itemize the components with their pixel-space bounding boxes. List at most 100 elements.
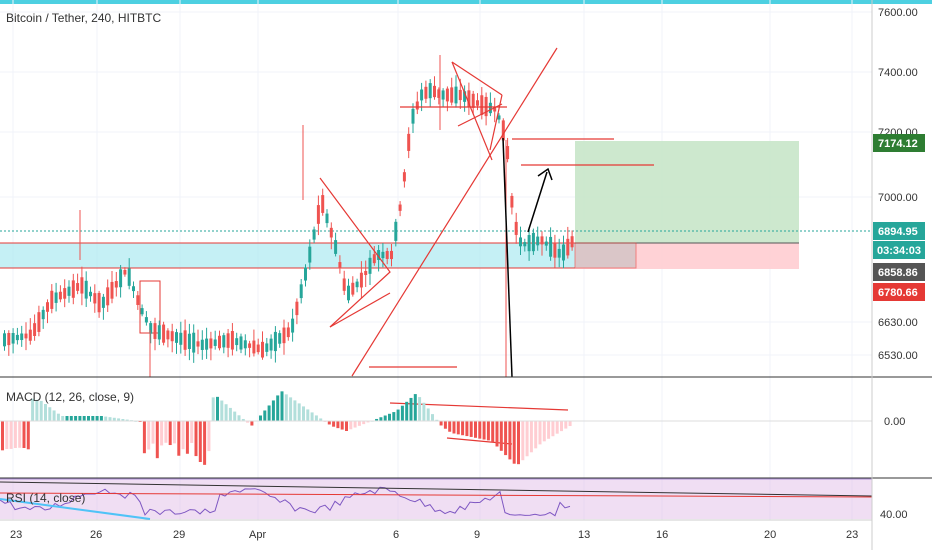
macd-bar-63 <box>271 400 275 421</box>
candle-body-28 <box>123 269 127 275</box>
candle-body-35 <box>153 323 157 339</box>
time-label-3: Apr <box>249 529 266 541</box>
candle-body-93 <box>402 172 406 182</box>
macd-bar-128 <box>551 421 555 437</box>
candle-body-40 <box>175 332 178 343</box>
time-axis[interactable]: 23 26 29 Apr 6 9 13 16 20 23 <box>10 529 858 541</box>
arrow-shaft <box>527 171 548 233</box>
symbol-title[interactable]: Bitcoin / Tether, 240, HITBTC <box>6 11 162 25</box>
macd-bar-1 <box>5 421 9 450</box>
rsi-trend-cyan <box>0 498 151 520</box>
candle-body-81 <box>351 282 355 295</box>
candle-body-85 <box>368 257 372 274</box>
candle-body-91 <box>394 221 398 241</box>
candle-body-5 <box>24 333 28 339</box>
candle-body-20 <box>89 291 92 297</box>
candle-body-56 <box>243 340 247 349</box>
pennant-upper <box>451 61 503 96</box>
time-label-4: 6 <box>393 529 399 541</box>
macd-bar-105 <box>452 421 456 434</box>
macd-bar-79 <box>340 421 344 430</box>
top-accent-bar <box>0 0 932 4</box>
macd-bar-36 <box>155 421 159 459</box>
macd-bar-20 <box>87 416 90 421</box>
pennant-right <box>489 94 503 151</box>
rsi-axis-tick: 40.00 <box>880 509 908 521</box>
macd-bar-126 <box>542 421 546 442</box>
macd-bar-22 <box>95 416 99 421</box>
macd-bar-97 <box>418 397 422 421</box>
rsi-label[interactable]: RSI (14, close) <box>6 491 85 505</box>
candle-body-12 <box>54 292 58 303</box>
candle-body-86 <box>372 254 376 264</box>
macd-bar-111 <box>478 421 482 439</box>
candle-body-110 <box>476 100 479 106</box>
rsi-trend-dark <box>0 481 873 497</box>
candle-body-7 <box>33 323 37 336</box>
candle-body-39 <box>170 331 174 342</box>
macd-bar-12 <box>52 410 56 421</box>
macd-bar-28 <box>121 418 125 421</box>
candle-body-69 <box>299 284 303 299</box>
macd-bar-51 <box>220 400 224 421</box>
candle-body-94 <box>407 133 411 151</box>
macd-bar-61 <box>263 410 267 421</box>
stop-price-label: 6780.66 <box>878 287 918 299</box>
macd-bar-94 <box>405 401 409 421</box>
candle-body-55 <box>239 336 243 350</box>
time-label-9: 23 <box>846 529 858 541</box>
macd-bar-132 <box>568 421 572 427</box>
candle-body-32 <box>140 308 144 315</box>
macd-bar-78 <box>336 421 340 429</box>
rsi-band <box>0 479 872 519</box>
macd-bar-103 <box>443 421 447 429</box>
candle-body-4 <box>20 333 24 341</box>
candle-body-82 <box>355 281 359 288</box>
macd-bar-120 <box>517 421 520 465</box>
candle-body-128 <box>553 242 557 258</box>
candle-body-24 <box>106 287 110 306</box>
time-label-1: 26 <box>90 529 102 541</box>
candle-body-52 <box>226 333 230 348</box>
price-labels: 7174.12 6894.95 03:34:03 6858.86 6780.66 <box>873 134 925 301</box>
candle-body-127 <box>549 236 553 257</box>
candle-body-109 <box>471 93 475 108</box>
entry-label-bg <box>873 263 925 281</box>
macd-bar-23 <box>99 416 103 421</box>
support-zone <box>0 243 575 268</box>
candle-body-10 <box>46 302 49 312</box>
macd-label[interactable]: MACD (12, 26, close, 9) <box>6 390 134 404</box>
macd-bar-112 <box>482 421 486 440</box>
macd-bar-84 <box>362 421 366 425</box>
rsi-pane <box>0 478 873 520</box>
trend-line-rising <box>351 47 558 377</box>
candle-body-108 <box>467 90 471 108</box>
candle-body-104 <box>450 87 454 103</box>
macd-bar-39 <box>168 421 172 446</box>
wedge-left-lower <box>329 292 391 328</box>
candle-body-63 <box>273 331 277 352</box>
candle-body-30 <box>132 286 135 292</box>
macd-bar-64 <box>276 395 280 421</box>
macd-bar-8 <box>35 399 39 421</box>
countdown-label-bg <box>873 241 925 259</box>
macd-bar-14 <box>61 416 65 421</box>
candle-body-84 <box>364 270 368 276</box>
price-tick-1: 7400.00 <box>878 67 918 79</box>
macd-bar-50 <box>216 396 219 421</box>
candle-body-66 <box>286 327 290 338</box>
pennant-left <box>451 61 493 161</box>
candle-body-41 <box>179 332 183 345</box>
macd-bar-57 <box>246 421 250 423</box>
time-label-5: 9 <box>474 529 480 541</box>
candle-body-64 <box>278 333 282 344</box>
macd-bar-100 <box>431 414 434 421</box>
candle-body-58 <box>252 340 256 354</box>
macd-bar-56 <box>241 418 245 421</box>
macd-bar-10 <box>44 404 47 421</box>
candle-body-62 <box>269 338 273 351</box>
price-axis[interactable]: 7600.00 7400.00 7200.00 7000.00 6630.00 … <box>871 0 918 550</box>
macd-bar-77 <box>332 421 336 427</box>
macd-bar-95 <box>409 397 413 421</box>
